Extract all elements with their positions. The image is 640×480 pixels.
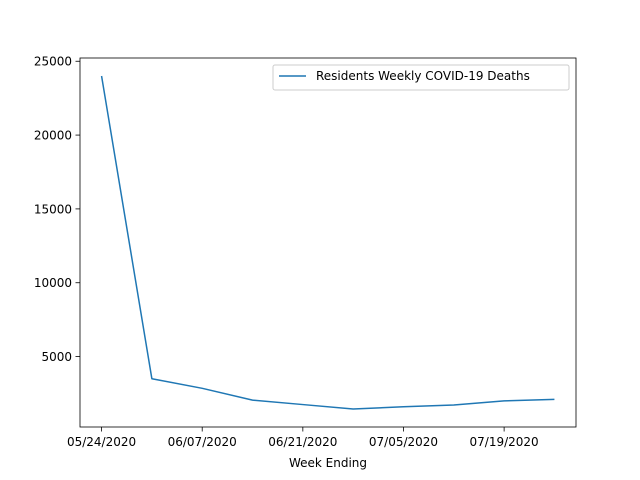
x-tick-label: 06/07/2020 (168, 435, 237, 449)
x-tick-label: 05/24/2020 (67, 435, 136, 449)
y-tick-label: 20000 (34, 129, 72, 143)
y-tick-label: 15000 (34, 202, 72, 216)
legend: Residents Weekly COVID-19 Deaths (272, 64, 570, 91)
y-tick-label: 10000 (34, 276, 72, 290)
x-tick-label: 07/05/2020 (369, 435, 438, 449)
series-layer (100, 75, 555, 410)
y-tick-label: 5000 (41, 350, 72, 364)
series-line-0 (100, 75, 555, 410)
y-axis: 5000 10000 15000 20000 25000 (34, 55, 80, 364)
legend-entry-label: Residents Weekly COVID-19 Deaths (316, 69, 530, 83)
y-tick-label: 25000 (34, 55, 72, 69)
x-axis-label: Week Ending (289, 456, 367, 470)
x-tick-label: 07/19/2020 (470, 435, 539, 449)
legend-frame (272, 64, 570, 91)
plot-frame (79, 57, 577, 428)
x-tick-label: 06/21/2020 (268, 435, 337, 449)
x-axis: 05/24/2020 06/07/2020 06/21/2020 07/05/2020… (67, 427, 539, 449)
